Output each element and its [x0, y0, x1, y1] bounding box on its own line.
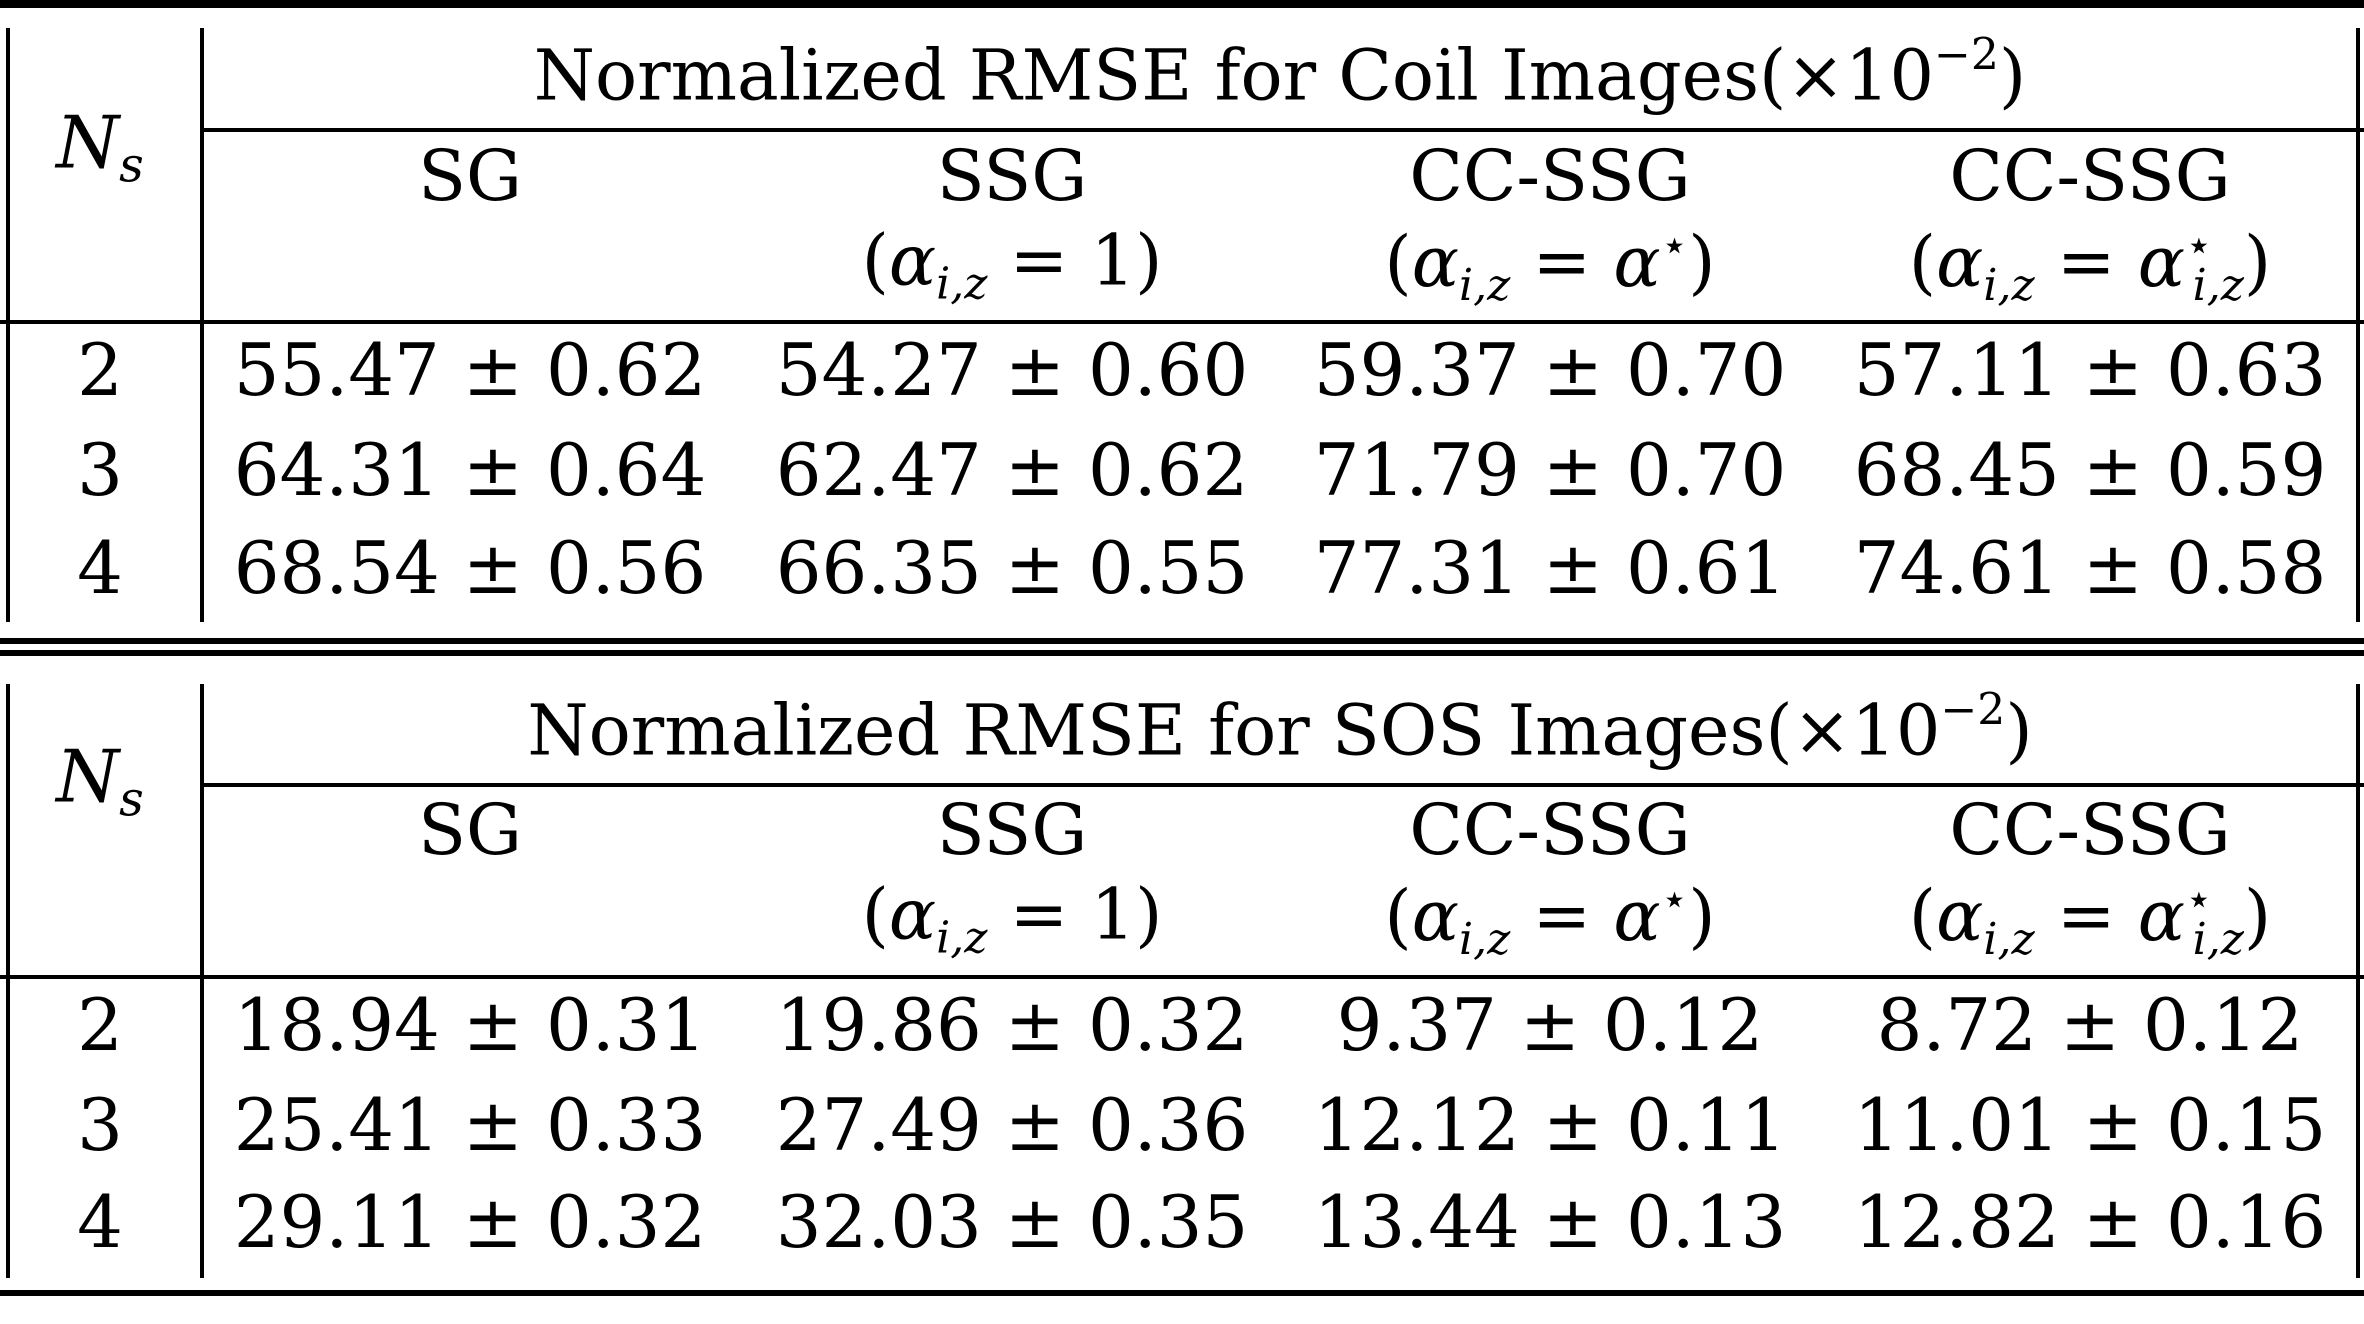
bottom-rule	[0, 1290, 2364, 1296]
block-2-column-subheader-2: (αi,z = 1)	[861, 873, 1163, 964]
block-2-column-subheader-3: (αi,z = α⋆)	[1384, 874, 1716, 965]
block-1-row-2-ns: 3	[77, 428, 123, 512]
block-1-row-1-cell-4: 57.11 ± 0.63	[1853, 328, 2327, 412]
block-1-row-3-ns: 4	[77, 526, 123, 610]
block-2-row-header-symbol: N	[56, 734, 120, 819]
block-2-column-header-4: CC-SSG	[1949, 789, 2231, 871]
block-2-row-1-ns: 2	[77, 983, 123, 1067]
block-1-vertical-rule-2	[200, 28, 204, 622]
block-2-column-subheader-4: (αi,z = α⋆i,z)	[1908, 874, 2272, 965]
block-2-title-close: )	[2005, 689, 2033, 772]
block-1-column-header-1: SG	[418, 135, 522, 217]
block-1-column-header-3: CC-SSG	[1409, 135, 1691, 217]
block-2-row-2-cell-4: 11.01 ± 0.15	[1853, 1083, 2327, 1167]
block-1-row-3-cell-3: 77.31 ± 0.61	[1313, 526, 1787, 610]
mid-double-rule-a	[0, 638, 2364, 644]
block-1-row-3-cell-2: 66.35 ± 0.55	[775, 526, 1249, 610]
block-2-row-3-cell-4: 12.82 ± 0.16	[1853, 1180, 2327, 1264]
block-2-row-1-cell-1: 18.94 ± 0.31	[233, 983, 707, 1067]
block-2-column-header-1: SG	[418, 789, 522, 871]
block-1-column-header-2: SSG	[936, 135, 1088, 217]
block-2-row-2-cell-1: 25.41 ± 0.33	[233, 1083, 707, 1167]
block-1-row-1-cell-1: 55.47 ± 0.62	[233, 328, 707, 412]
block-1-header-rule	[200, 128, 2364, 132]
block-1-row-2-cell-1: 64.31 ± 0.64	[233, 428, 707, 512]
block-2-title: Normalized RMSE for SOS Images(×10−2)	[527, 688, 2032, 766]
block-1-vertical-rule-1	[6, 28, 10, 622]
block-2-row-2-cell-3: 12.12 ± 0.11	[1313, 1083, 1787, 1167]
block-1-row-3-cell-4: 74.61 ± 0.58	[1853, 526, 2327, 610]
block-1-title: Normalized RMSE for Coil Images(×10−2)	[534, 33, 2026, 111]
block-2-row-1-cell-4: 8.72 ± 0.12	[1876, 983, 2304, 1067]
block-2-column-header-2: SSG	[936, 789, 1088, 871]
block-1-title-text: Normalized RMSE for Coil Images(×10	[533, 34, 1935, 117]
block-2-row-header-subscript: s	[119, 771, 144, 828]
block-2-header-rule	[200, 783, 2364, 787]
block-1-column-subheader-2: (αi,z = 1)	[861, 219, 1163, 310]
top-rule	[0, 0, 2364, 8]
block-2-row-header: Ns	[56, 741, 144, 824]
block-2-row-2-ns: 3	[77, 1083, 123, 1167]
block-2-row-1-cell-2: 19.86 ± 0.32	[775, 983, 1249, 1067]
block-2-column-header-3: CC-SSG	[1409, 789, 1691, 871]
block-1-row-header-subscript: s	[119, 137, 144, 194]
block-2-row-3-cell-3: 13.44 ± 0.13	[1313, 1180, 1787, 1264]
mid-double-rule-b	[0, 650, 2364, 656]
block-1-vertical-rule-right	[2356, 28, 2360, 622]
block-1-row-1-ns: 2	[77, 328, 123, 412]
block-2-row-3-cell-1: 29.11 ± 0.32	[233, 1180, 707, 1264]
block-1-column-subheader-3: (αi,z = α⋆)	[1384, 220, 1716, 311]
block-2-vertical-rule-right	[2356, 684, 2360, 1278]
block-2-row-2-cell-2: 27.49 ± 0.36	[775, 1083, 1249, 1167]
block-2-vertical-rule-1	[6, 684, 10, 1278]
block-1-row-2-cell-4: 68.45 ± 0.59	[1853, 428, 2327, 512]
block-1-row-2-cell-3: 71.79 ± 0.70	[1313, 428, 1787, 512]
block-2-row-3-ns: 4	[77, 1180, 123, 1264]
block-1-column-subheader-4: (αi,z = α⋆i,z)	[1908, 220, 2272, 311]
block-1-title-close: )	[1998, 34, 2027, 117]
block-2-row-3-cell-2: 32.03 ± 0.35	[775, 1180, 1249, 1264]
block-2-vertical-rule-2	[200, 684, 204, 1278]
block-2-column-rule	[0, 975, 2364, 979]
block-2-title-exponent: −2	[1940, 684, 2006, 736]
block-1-row-2-cell-2: 62.47 ± 0.62	[775, 428, 1249, 512]
block-1-row-header-symbol: N	[56, 100, 120, 185]
block-1-column-rule	[0, 320, 2364, 324]
block-1-row-3-cell-1: 68.54 ± 0.56	[233, 526, 707, 610]
block-1-row-header: Ns	[56, 107, 144, 190]
block-2-title-text: Normalized RMSE for SOS Images(×10	[527, 689, 1941, 772]
block-2-row-1-cell-3: 9.37 ± 0.12	[1336, 983, 1764, 1067]
block-1-column-header-4: CC-SSG	[1949, 135, 2231, 217]
block-1-row-1-cell-3: 59.37 ± 0.70	[1313, 328, 1787, 412]
block-1-row-1-cell-2: 54.27 ± 0.60	[775, 328, 1249, 412]
block-1-title-exponent: −2	[1934, 29, 1999, 81]
